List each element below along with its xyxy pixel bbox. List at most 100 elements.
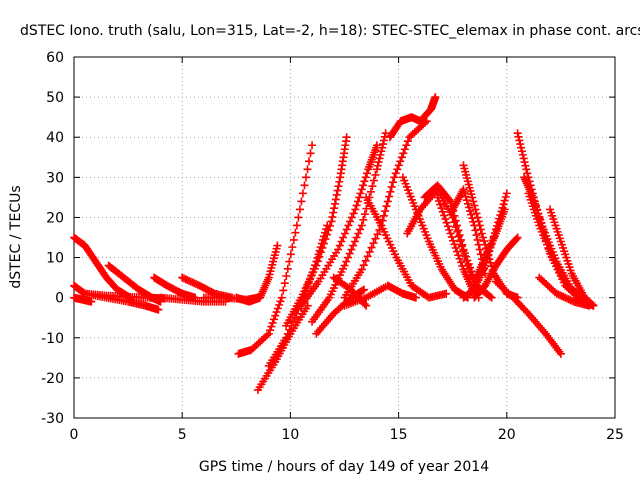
data-point <box>362 301 371 310</box>
data-point <box>381 129 390 138</box>
x-tick-label: 10 <box>281 427 299 443</box>
data-point <box>352 233 361 242</box>
data-point <box>356 189 365 198</box>
data-point <box>487 293 496 302</box>
y-tick-label: -30 <box>41 411 64 427</box>
y-tick-label: 50 <box>46 90 64 106</box>
data-point <box>340 261 349 270</box>
data-point <box>335 177 344 186</box>
data-point <box>316 248 325 257</box>
data-point <box>349 209 358 218</box>
data-point <box>449 236 458 245</box>
data-point <box>280 279 289 288</box>
data-point <box>442 218 451 227</box>
data-series <box>362 193 451 302</box>
data-point <box>276 297 285 306</box>
data-point <box>456 258 465 267</box>
data-series <box>340 117 431 302</box>
y-tick-label: 40 <box>46 130 64 146</box>
data-point <box>300 181 309 190</box>
x-tick-label: 15 <box>390 427 408 443</box>
data-point <box>517 147 526 156</box>
data-point <box>478 233 487 242</box>
data-series <box>433 193 479 298</box>
data-point <box>369 176 378 185</box>
data-point <box>342 133 351 142</box>
x-tick-label: 25 <box>606 427 624 443</box>
data-point <box>361 173 370 182</box>
data-series <box>234 141 317 358</box>
data-point <box>518 150 527 159</box>
data-point <box>360 210 369 219</box>
y-tick-label: 60 <box>46 50 64 66</box>
data-point <box>378 143 387 152</box>
data-point <box>454 251 463 260</box>
data-point <box>475 245 484 254</box>
data-marks <box>70 93 598 394</box>
data-point <box>383 197 392 206</box>
data-point <box>282 272 291 281</box>
data-point <box>267 322 276 331</box>
data-point <box>471 226 480 235</box>
x-axis-label: GPS time / hours of day 149 of year 2014 <box>199 459 489 475</box>
data-point <box>446 229 455 238</box>
data-point <box>264 329 273 338</box>
data-point <box>466 207 475 216</box>
data-point <box>472 209 481 218</box>
data-point <box>272 308 281 317</box>
data-point <box>373 161 382 170</box>
data-point <box>445 225 454 234</box>
data-point <box>361 256 370 265</box>
data-point <box>294 213 303 222</box>
data-point <box>468 193 477 202</box>
data-point <box>379 136 388 145</box>
data-series <box>232 241 282 306</box>
data-point <box>463 256 472 265</box>
data-series <box>491 277 565 358</box>
data-point <box>458 261 467 270</box>
data-point <box>303 165 312 174</box>
data-point <box>377 147 386 156</box>
data-point <box>476 225 485 234</box>
data-point <box>313 257 322 266</box>
data-point <box>512 234 521 243</box>
data-point <box>268 318 277 327</box>
y-tick-label: 20 <box>46 210 64 226</box>
data-point <box>467 267 476 276</box>
data-point <box>386 187 395 196</box>
data-point <box>266 326 275 335</box>
data-point <box>443 222 452 231</box>
data-point <box>372 165 381 174</box>
data-point <box>473 213 482 222</box>
x-tick-label: 5 <box>178 427 187 443</box>
data-point <box>372 141 381 150</box>
data-point <box>460 249 469 258</box>
data-point <box>522 165 531 174</box>
data-point <box>474 217 483 226</box>
data-point <box>288 243 297 252</box>
data-point <box>470 201 479 210</box>
data-point <box>486 292 495 301</box>
data-point <box>400 145 409 154</box>
data-point <box>368 182 377 191</box>
ticks: 0 5 10 15 20 25 -30 -20 -10 0 10 20 30 40 50 60 <box>41 50 624 443</box>
data-point <box>312 261 321 270</box>
data-point <box>382 202 391 211</box>
data-point <box>466 263 475 272</box>
data-point <box>411 293 420 302</box>
data-point <box>374 158 383 167</box>
data-point <box>285 325 294 334</box>
data-point <box>520 158 529 167</box>
data-series <box>282 133 351 330</box>
data-point <box>390 173 399 182</box>
data-point <box>441 215 450 224</box>
data-point <box>359 215 368 224</box>
data-point <box>365 247 374 256</box>
data-series <box>470 205 509 286</box>
data-point <box>289 235 298 244</box>
x-tick-label: 20 <box>498 427 516 443</box>
data-point <box>318 243 327 252</box>
data-point <box>334 245 343 254</box>
data-point <box>305 157 314 166</box>
data-point <box>347 245 356 254</box>
